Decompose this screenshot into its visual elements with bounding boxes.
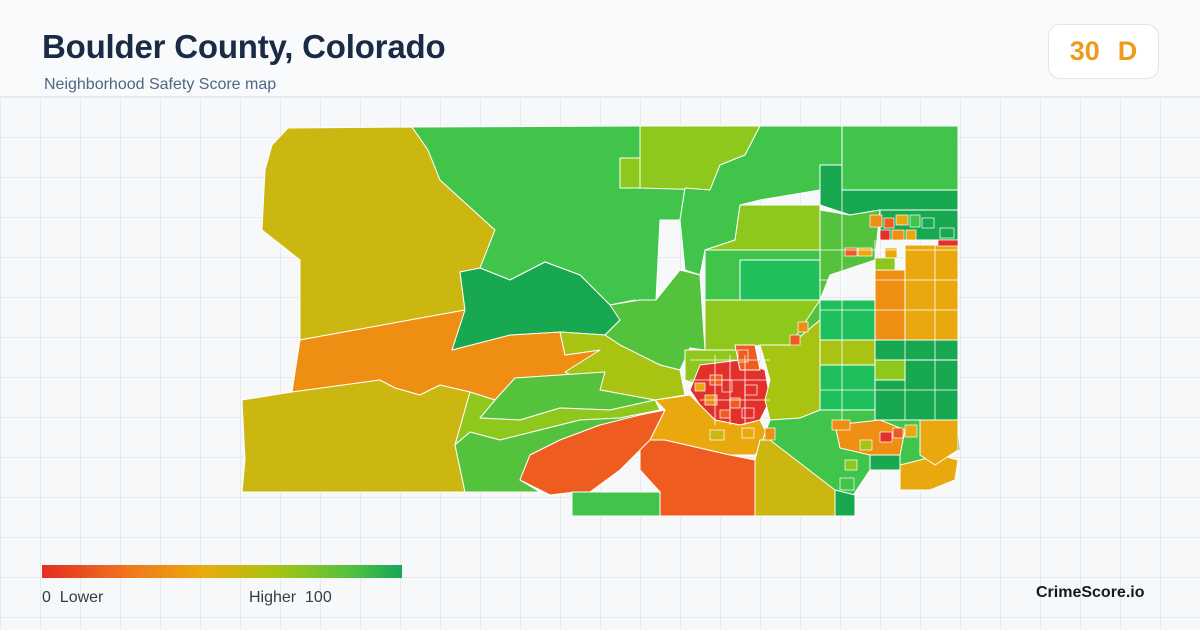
region-east-lime[interactable] bbox=[874, 359, 906, 381]
score-badge: 30 D bbox=[1048, 24, 1159, 79]
tract[interactable] bbox=[709, 429, 725, 441]
region-mid-band-2[interactable] bbox=[739, 259, 821, 301]
tract[interactable] bbox=[764, 427, 776, 441]
legend-min-text: Lower bbox=[59, 589, 104, 606]
tract[interactable] bbox=[869, 214, 883, 228]
page-subtitle: Neighborhood Safety Score map bbox=[44, 76, 277, 93]
tract[interactable] bbox=[741, 407, 755, 419]
region-longmont-2[interactable] bbox=[904, 244, 959, 341]
region-southeast-tip[interactable] bbox=[834, 489, 856, 517]
tract[interactable] bbox=[921, 217, 935, 229]
legend-color-bar bbox=[42, 565, 402, 578]
region-lafayette-2[interactable] bbox=[869, 454, 901, 471]
tract[interactable] bbox=[874, 257, 896, 271]
tract[interactable] bbox=[937, 239, 959, 247]
tract[interactable] bbox=[741, 427, 755, 439]
tract[interactable] bbox=[844, 459, 858, 471]
tract[interactable] bbox=[789, 334, 801, 346]
tract[interactable] bbox=[905, 229, 917, 241]
tract[interactable] bbox=[831, 419, 851, 431]
tract[interactable] bbox=[892, 427, 904, 439]
region-longmont-1[interactable] bbox=[874, 269, 906, 341]
tract[interactable] bbox=[744, 384, 758, 396]
legend-max-value: 100 bbox=[305, 589, 332, 606]
tract[interactable] bbox=[883, 217, 895, 229]
region-east-green-3[interactable] bbox=[819, 364, 876, 411]
region-erie[interactable] bbox=[919, 419, 959, 466]
region-north-lime-2[interactable] bbox=[619, 157, 641, 189]
tract[interactable] bbox=[859, 439, 873, 451]
tract[interactable] bbox=[797, 321, 809, 333]
header: Boulder County, Colorado Neighborhood Sa… bbox=[0, 0, 1200, 97]
score-value: 30 bbox=[1069, 36, 1100, 66]
legend-min-value: 0 bbox=[42, 589, 51, 606]
tract[interactable] bbox=[909, 214, 921, 228]
region-east-green-2[interactable] bbox=[819, 339, 876, 366]
tract[interactable] bbox=[879, 431, 893, 443]
region-east-diag[interactable] bbox=[789, 209, 881, 346]
region-south-strip[interactable] bbox=[571, 491, 661, 517]
tract[interactable] bbox=[895, 214, 909, 226]
region-east-green[interactable] bbox=[819, 299, 876, 341]
tract[interactable] bbox=[884, 247, 898, 259]
tract[interactable] bbox=[729, 397, 741, 409]
tract[interactable] bbox=[879, 229, 891, 241]
tract[interactable] bbox=[839, 477, 855, 491]
tract[interactable] bbox=[719, 409, 731, 419]
tract[interactable] bbox=[891, 229, 905, 241]
region-northeast-top[interactable] bbox=[841, 125, 959, 191]
tract[interactable] bbox=[844, 247, 858, 257]
tract[interactable] bbox=[857, 247, 873, 257]
page-title: Boulder County, Colorado bbox=[42, 28, 446, 65]
tract[interactable] bbox=[694, 382, 706, 392]
legend-low-label: 0 Lower bbox=[42, 589, 103, 607]
legend-max-text: Higher bbox=[249, 589, 297, 606]
brand-label: CrimeScore.io bbox=[1036, 584, 1145, 601]
tract[interactable] bbox=[939, 227, 955, 239]
tract[interactable] bbox=[721, 379, 733, 393]
tract[interactable] bbox=[904, 424, 918, 438]
tract[interactable] bbox=[737, 349, 749, 363]
region-southwest[interactable] bbox=[241, 379, 471, 493]
region-longmont-3[interactable] bbox=[874, 339, 959, 361]
score-grade: D bbox=[1117, 36, 1138, 66]
legend-high-label: Higher 100 bbox=[249, 589, 332, 607]
